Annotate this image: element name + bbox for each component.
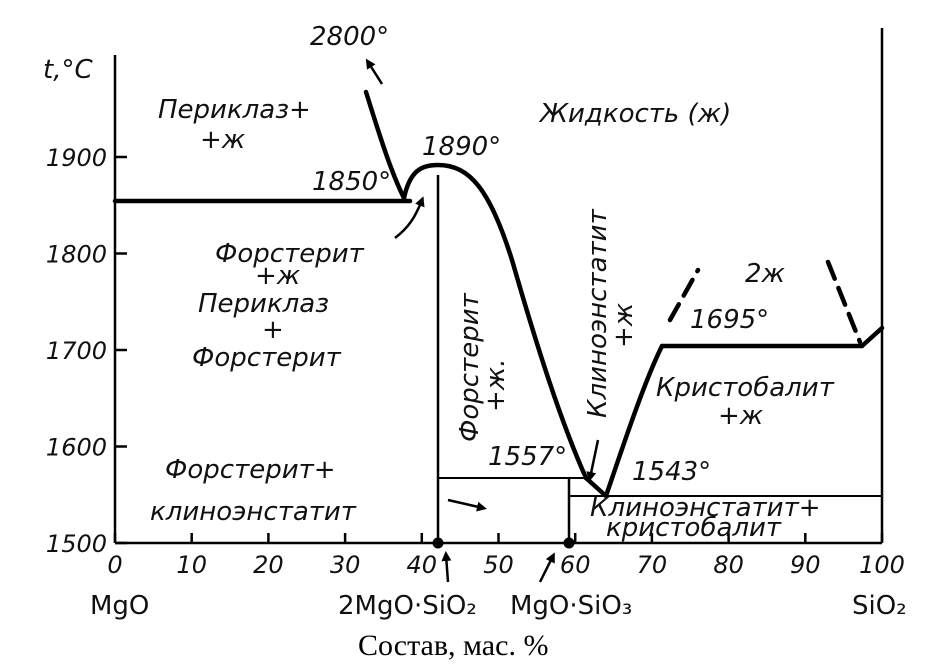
x-tick-label: 80 bbox=[713, 551, 744, 579]
arrow-2800 bbox=[365, 58, 384, 85]
miscibility-gap-left bbox=[667, 267, 701, 323]
x-tick-label: 50 bbox=[483, 551, 514, 579]
arrow-forsterite-clinoenstatite bbox=[447, 498, 487, 512]
region-forsterite-liquid-1: Форстерит bbox=[215, 239, 365, 269]
arrow-forsterite-liquid bbox=[394, 196, 425, 239]
x-tick-label: 40 bbox=[407, 551, 438, 579]
temp-label-2800: 2800° bbox=[310, 22, 389, 52]
x-tick-label: 60 bbox=[560, 551, 591, 579]
region-forsterite-liquid-vertical-1: Форстерит bbox=[455, 292, 485, 442]
region-periclase-forsterite-3: Форстерит bbox=[192, 343, 342, 373]
component-label-forsterite: 2MgO·SiO₂ bbox=[338, 591, 477, 621]
region-clinoenstatite-cristobalite-2: кристобалит bbox=[606, 513, 782, 543]
y-axis-title: t,°C bbox=[43, 55, 93, 85]
y-tick-label: 1600 bbox=[46, 434, 107, 462]
x-tick-label: 30 bbox=[330, 551, 361, 579]
component-label-sio2: SiO₂ bbox=[852, 591, 907, 621]
y-tick-label: 1700 bbox=[46, 337, 107, 365]
cristobalite-liquidus-left bbox=[603, 343, 665, 499]
arrow-clinoenstatite-composition bbox=[538, 552, 555, 583]
y-tick-label: 1900 bbox=[46, 144, 107, 172]
x-tick-label: 100 bbox=[859, 551, 905, 579]
liquidus-right bbox=[859, 325, 885, 349]
temp-label-1890: 1890° bbox=[422, 132, 501, 162]
region-forsterite-liquid-vertical-2: +ж. bbox=[481, 359, 511, 412]
y-ticks: 1500 1600 1700 1800 1900 bbox=[46, 144, 127, 558]
region-periclase-forsterite-1: Периклаз bbox=[198, 289, 329, 319]
component-label-clinoenstatite: MgO·SiO₃ bbox=[510, 591, 632, 621]
arrow-clinoenstatite-liquid bbox=[586, 439, 600, 482]
periclase-liquidus bbox=[363, 89, 407, 201]
x-tick-label: 10 bbox=[176, 551, 207, 579]
region-clinoenstatite-liquid-2: +ж bbox=[609, 302, 639, 348]
region-periclase-forsterite-2: + bbox=[262, 315, 284, 345]
region-liquid: Жидкость (ж) bbox=[538, 99, 731, 129]
forsterite-composition-dot bbox=[432, 537, 444, 549]
x-tick-label: 0 bbox=[107, 551, 122, 579]
x-tick-label: 20 bbox=[253, 551, 284, 579]
x-ticks: 0 10 20 30 40 50 60 70 80 90 100 bbox=[107, 533, 905, 579]
temp-label-1695: 1695° bbox=[690, 305, 769, 335]
region-periclase-liquid-2: +ж bbox=[200, 125, 246, 155]
region-two-liquids: 2ж bbox=[745, 259, 786, 289]
temp-label-1850: 1850° bbox=[312, 167, 391, 197]
region-forsterite-liquid-2: +ж bbox=[255, 261, 301, 291]
miscibility-gap-right bbox=[825, 259, 863, 345]
temp-label-1557: 1557° bbox=[488, 442, 567, 472]
region-cristobalite-liquid-2: +ж bbox=[718, 401, 764, 431]
component-label-mgo: MgO bbox=[90, 591, 149, 621]
arrow-forsterite-composition bbox=[441, 551, 452, 583]
temp-label-1543: 1543° bbox=[632, 457, 711, 487]
region-clinoenstatite-liquid-1: Клиноэнстатит bbox=[583, 208, 613, 418]
y-tick-label: 1800 bbox=[46, 241, 107, 269]
forsterite-liquidus bbox=[401, 162, 589, 481]
region-forsterite-clinoenstatite-1: Форстерит+ bbox=[165, 455, 336, 485]
region-clinoenstatite-cristobalite-1: Клиноэнстатит+ bbox=[590, 493, 821, 523]
x-tick-label: 90 bbox=[790, 551, 821, 579]
y-tick-label: 1500 bbox=[46, 530, 107, 558]
region-cristobalite-liquid-1: Кристобалит bbox=[656, 373, 835, 403]
clinoenstatite-composition-dot bbox=[563, 537, 575, 549]
region-forsterite-clinoenstatite-2: клиноэнстатит bbox=[150, 497, 357, 527]
region-periclase-liquid-1: Периклаз+ bbox=[158, 95, 311, 125]
x-axis-caption: Состав, мас. % bbox=[358, 629, 548, 662]
x-tick-label: 70 bbox=[637, 551, 668, 579]
